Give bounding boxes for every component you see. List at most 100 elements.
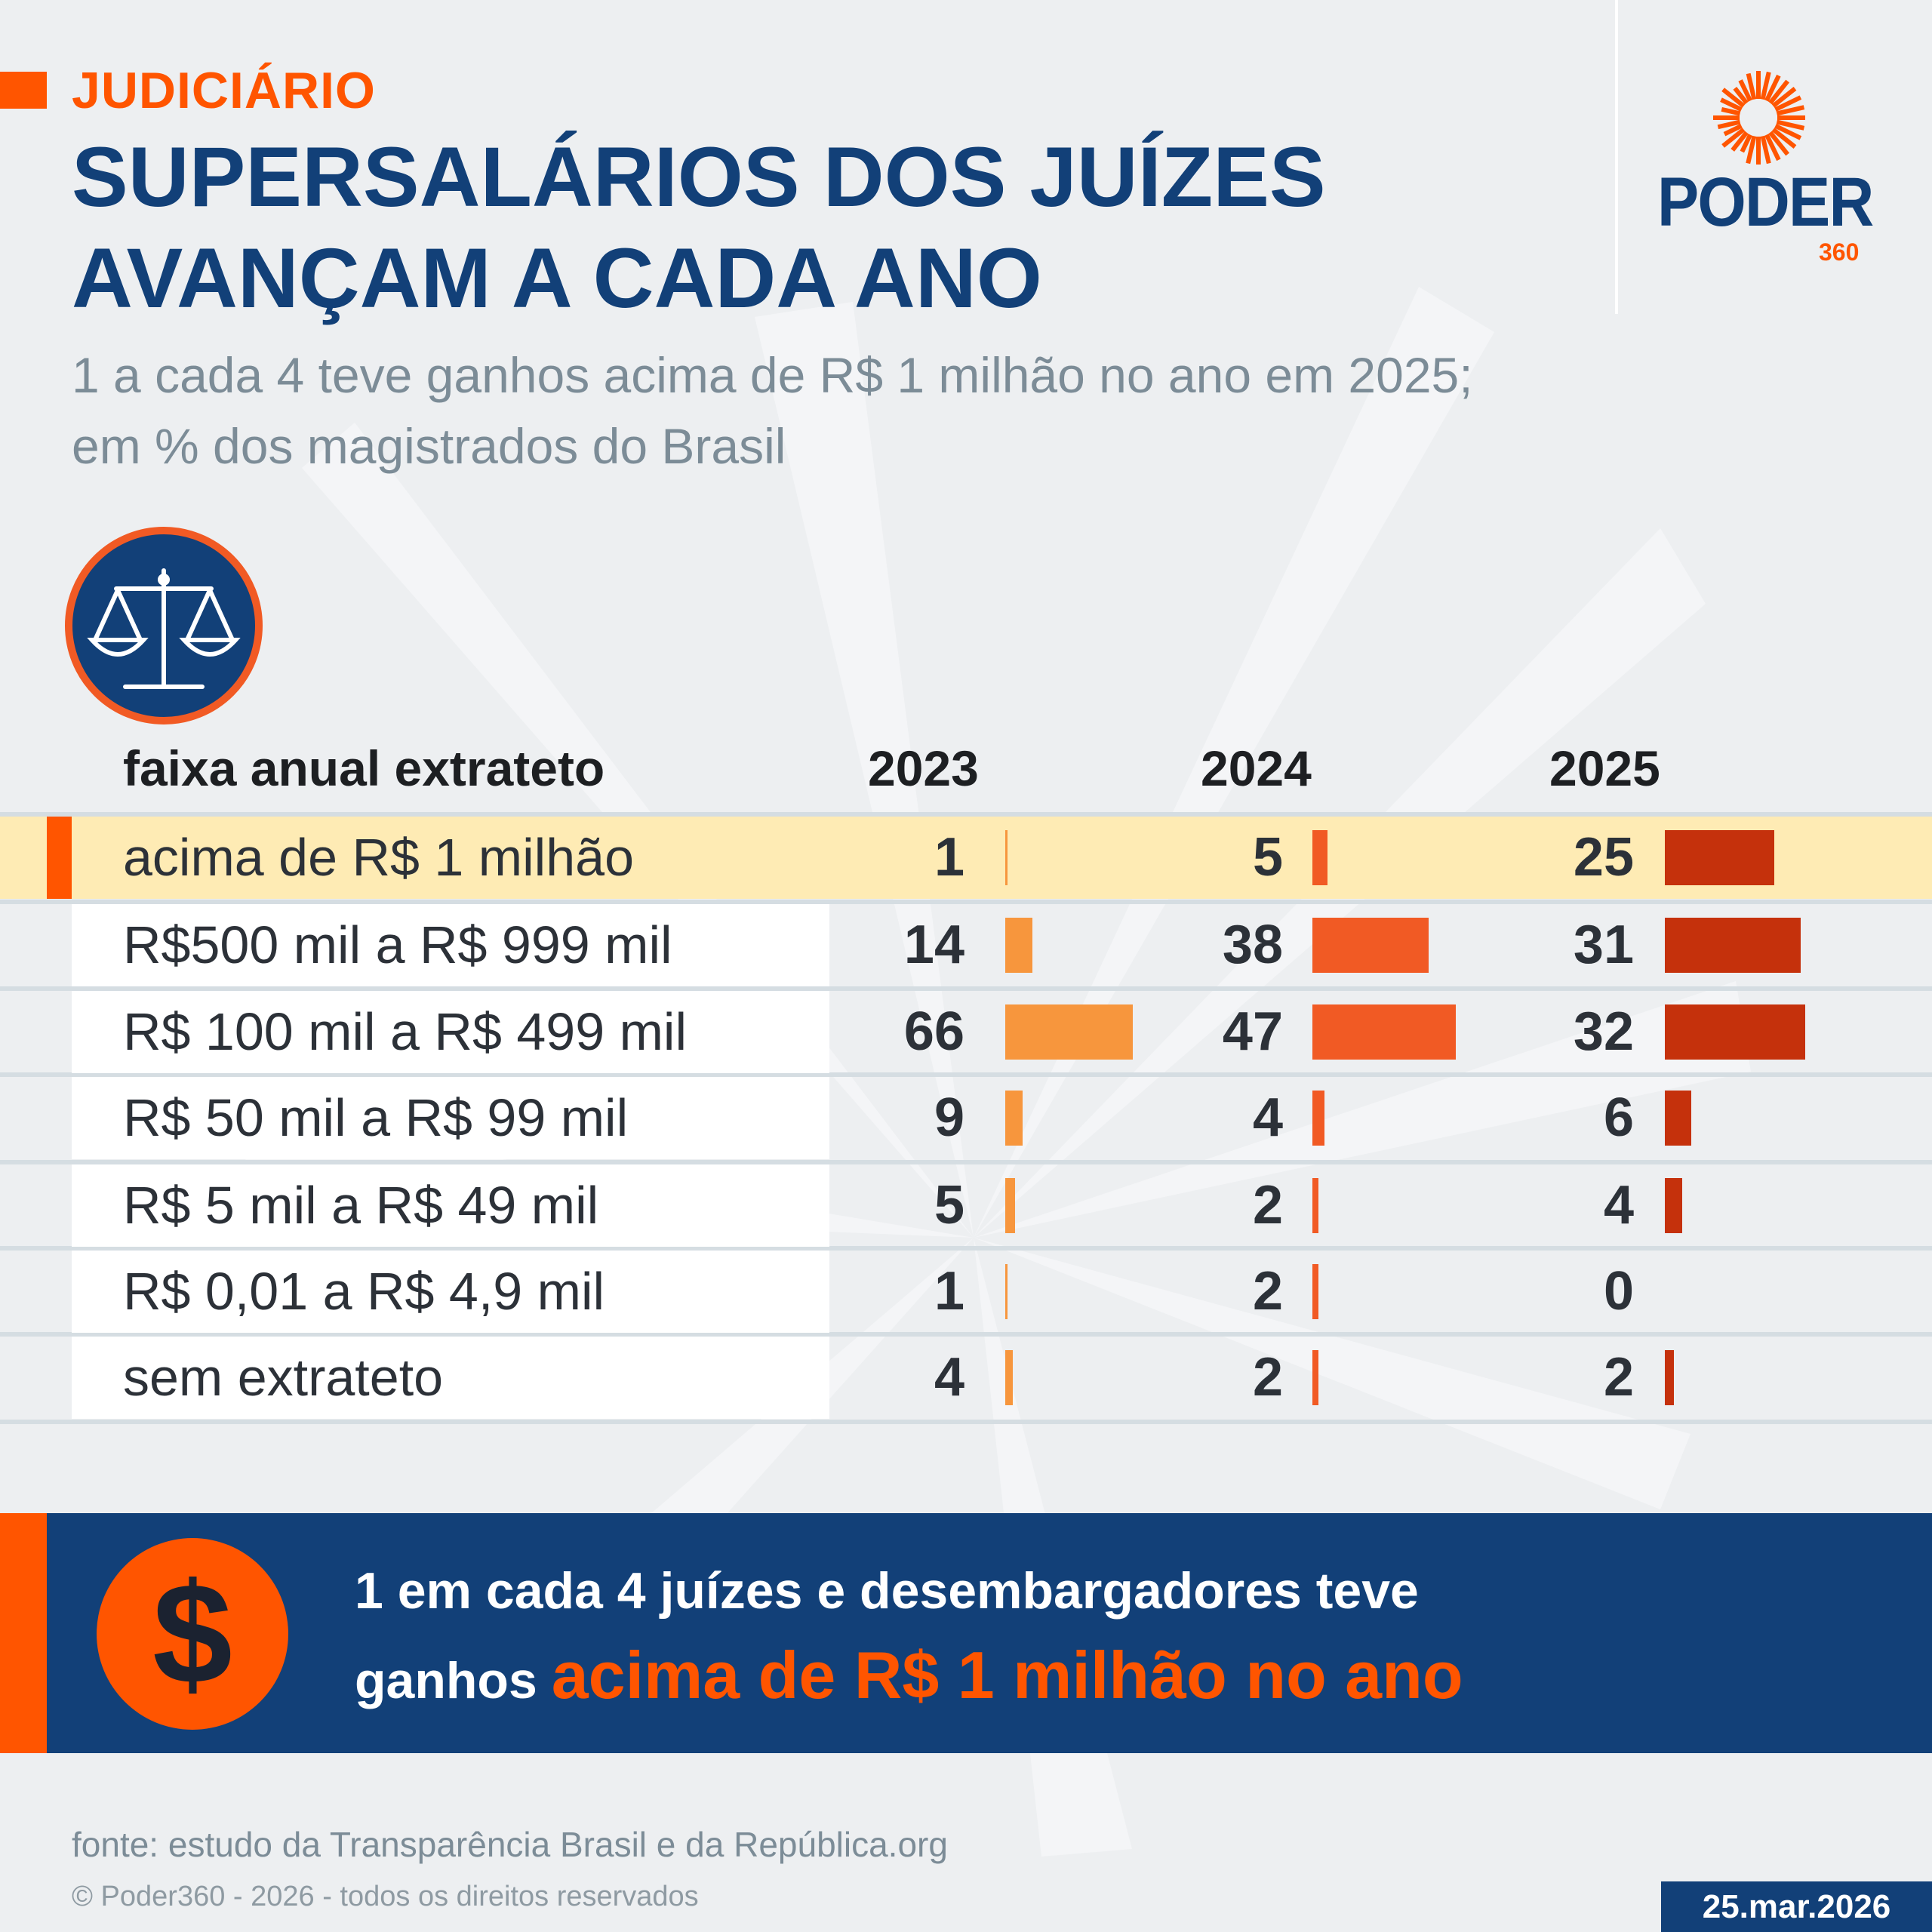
row-label: R$500 mil a R$ 999 mil bbox=[123, 915, 672, 974]
value-2024: 2 bbox=[1252, 1175, 1283, 1235]
sun-ray bbox=[1721, 106, 1741, 116]
sun-ray bbox=[1764, 134, 1781, 162]
section-kicker: JUDICIÁRIO bbox=[72, 62, 376, 119]
value-2023: 1 bbox=[934, 1261, 964, 1321]
sun-ray bbox=[1760, 71, 1771, 100]
bar-2024 bbox=[1312, 1004, 1457, 1060]
row-divider bbox=[0, 1332, 1932, 1337]
sun-ray bbox=[1733, 87, 1749, 105]
banner-accent-strip bbox=[0, 1513, 47, 1753]
bar-2025 bbox=[1665, 830, 1775, 885]
sun-ray bbox=[1776, 119, 1805, 131]
value-2025: 4 bbox=[1603, 1175, 1634, 1235]
column-header-2023: 2023 bbox=[868, 740, 979, 796]
row-divider bbox=[0, 986, 1932, 991]
logo-suffix: 360 bbox=[1819, 238, 1860, 266]
bar-2023 bbox=[1005, 1091, 1023, 1146]
row-label-bg bbox=[72, 991, 829, 1073]
table-row: R$500 mil a R$ 999 mil 14 38 31 bbox=[0, 904, 1932, 986]
sun-ray bbox=[1768, 131, 1790, 156]
source-note: fonte: estudo da Transparência Brasil e … bbox=[72, 1825, 948, 1864]
row-label: R$ 100 mil a R$ 499 mil bbox=[123, 1002, 687, 1061]
row-label-bg bbox=[72, 1337, 829, 1419]
bar-2025 bbox=[1665, 1178, 1683, 1233]
section-tag-marker bbox=[0, 72, 47, 109]
bar-2023 bbox=[1005, 918, 1032, 973]
highlight-marker bbox=[47, 817, 72, 899]
table-row: R$ 0,01 a R$ 4,9 mil 1 2 0 bbox=[0, 1251, 1932, 1333]
value-2025: 31 bbox=[1573, 915, 1634, 975]
bar-2023 bbox=[1005, 1004, 1133, 1060]
row-label: acima de R$ 1 milhão bbox=[123, 828, 634, 887]
value-2024: 2 bbox=[1252, 1347, 1283, 1407]
table-row: R$ 100 mil a R$ 499 mil 66 47 32 bbox=[0, 991, 1932, 1073]
sun-ray bbox=[1776, 105, 1805, 116]
value-2025: 0 bbox=[1603, 1261, 1634, 1321]
bar-2025 bbox=[1665, 1350, 1674, 1405]
poder360-sun-icon bbox=[1713, 71, 1805, 165]
bar-2023 bbox=[1005, 830, 1008, 885]
table-row: R$ 50 mil a R$ 99 mil 9 4 6 bbox=[0, 1077, 1932, 1159]
sun-ray bbox=[1764, 74, 1781, 102]
sun-ray bbox=[1771, 128, 1797, 149]
value-2025: 32 bbox=[1573, 1001, 1634, 1062]
sun-ray bbox=[1721, 128, 1746, 148]
banner-line-1: 1 em cada 4 juízes e desembargadores tev… bbox=[355, 1562, 1419, 1620]
value-2024: 5 bbox=[1252, 827, 1283, 888]
value-2024: 38 bbox=[1222, 915, 1283, 975]
dollar-icon: $ bbox=[97, 1538, 288, 1730]
row-label-bg bbox=[72, 1077, 829, 1159]
publish-date: 25.mar.2026 bbox=[1661, 1881, 1932, 1932]
bar-2023 bbox=[1005, 1350, 1014, 1405]
bar-2025 bbox=[1665, 1091, 1691, 1146]
sun-ray bbox=[1771, 86, 1797, 108]
banner-line-2-prefix: ganhos bbox=[355, 1652, 537, 1709]
bar-2024 bbox=[1312, 1350, 1319, 1405]
sun-ray bbox=[1723, 124, 1743, 137]
bar-2023 bbox=[1005, 1178, 1015, 1233]
value-2024: 47 bbox=[1222, 1001, 1283, 1062]
bar-2025 bbox=[1665, 1004, 1805, 1060]
sun-ray bbox=[1740, 134, 1752, 153]
bar-2024 bbox=[1312, 1091, 1325, 1146]
row-divider bbox=[0, 812, 1932, 817]
bar-2025 bbox=[1665, 918, 1801, 973]
copyright: © Poder360 - 2026 - todos os direitos re… bbox=[72, 1881, 699, 1912]
sun-ray bbox=[1738, 79, 1752, 102]
row-label: sem extrateto bbox=[123, 1348, 444, 1407]
bar-2023 bbox=[1005, 1264, 1008, 1319]
value-2023: 1 bbox=[934, 827, 964, 888]
column-header-2024: 2024 bbox=[1201, 740, 1312, 796]
row-label-bg bbox=[72, 1164, 829, 1247]
scales-of-justice-icon bbox=[65, 527, 263, 724]
sun-ray bbox=[1774, 95, 1802, 112]
value-2024: 2 bbox=[1252, 1261, 1283, 1321]
table-row: acima de R$ 1 milhão 1 5 25 bbox=[0, 817, 1932, 899]
banner-highlight: acima de R$ 1 milhão no ano bbox=[551, 1638, 1463, 1712]
page-subtitle: 1 a cada 4 teve ganhos acima de R$ 1 mil… bbox=[72, 347, 1473, 474]
value-2025: 2 bbox=[1603, 1347, 1634, 1407]
sun-ray bbox=[1721, 88, 1746, 108]
table-row: R$ 5 mil a R$ 49 mil 5 2 4 bbox=[0, 1164, 1932, 1247]
row-divider bbox=[0, 900, 1932, 904]
value-2025: 6 bbox=[1603, 1088, 1634, 1148]
row-label: R$ 5 mil a R$ 49 mil bbox=[123, 1176, 599, 1235]
value-2023: 14 bbox=[903, 915, 964, 975]
sun-ray bbox=[1746, 72, 1757, 100]
row-divider bbox=[0, 1072, 1932, 1077]
bar-2024 bbox=[1312, 1264, 1319, 1319]
row-label: R$ 0,01 a R$ 4,9 mil bbox=[123, 1262, 605, 1321]
bar-2024 bbox=[1312, 830, 1328, 885]
row-divider bbox=[0, 1160, 1932, 1164]
page-title: SUPERSALÁRIOS DOS JUÍZES AVANÇAM A CADA … bbox=[72, 130, 1326, 325]
column-header-2025: 2025 bbox=[1549, 740, 1660, 796]
table-row: sem extrateto 4 2 2 bbox=[0, 1337, 1932, 1419]
row-label-bg bbox=[72, 904, 829, 986]
value-2023: 9 bbox=[934, 1088, 964, 1148]
bar-2024 bbox=[1312, 1178, 1319, 1233]
value-2023: 5 bbox=[934, 1175, 964, 1235]
callout-banner bbox=[47, 1513, 1932, 1753]
row-divider bbox=[0, 1420, 1932, 1424]
logo-divider bbox=[1615, 0, 1618, 314]
row-label-bg bbox=[72, 1251, 829, 1333]
